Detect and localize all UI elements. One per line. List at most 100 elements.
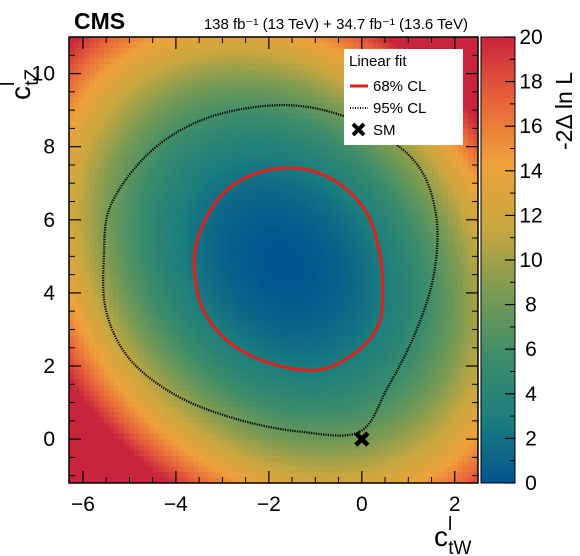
heatmap-cell — [104, 97, 110, 103]
heatmap-cell — [244, 271, 250, 277]
heatmap-cell — [94, 173, 100, 179]
heatmap-cell — [114, 434, 120, 440]
heatmap-cell — [144, 86, 150, 92]
heatmap-cell — [104, 59, 110, 65]
heatmap-cell — [109, 472, 115, 478]
heatmap-cell — [254, 271, 260, 277]
heatmap-cell — [154, 86, 160, 92]
heatmap-cell — [303, 450, 309, 456]
heatmap-cell — [343, 363, 349, 369]
heatmap-cell — [119, 407, 125, 413]
heatmap-cell — [169, 429, 175, 435]
heatmap-cell — [274, 91, 280, 97]
heatmap-cell — [74, 352, 80, 358]
heatmap-cell — [124, 108, 130, 114]
heatmap-cell — [69, 314, 75, 320]
heatmap-cell — [244, 265, 250, 271]
heatmap-cell — [348, 445, 354, 451]
heatmap-cell — [149, 48, 155, 54]
heatmap-cell — [313, 206, 319, 212]
heatmap-cell — [328, 401, 334, 407]
heatmap-cell — [293, 97, 299, 103]
heatmap-cell — [84, 102, 90, 108]
heatmap-cell — [278, 282, 284, 288]
heatmap-cell — [89, 336, 95, 342]
heatmap-cell — [348, 200, 354, 206]
heatmap-cell — [74, 439, 80, 445]
heatmap-cell — [169, 369, 175, 375]
heatmap-cell — [343, 265, 349, 271]
heatmap-cell — [308, 293, 314, 299]
heatmap-cell — [159, 331, 165, 337]
heatmap-cell — [269, 102, 275, 108]
heatmap-cell — [124, 206, 130, 212]
heatmap-cell — [244, 157, 250, 163]
heatmap-cell — [134, 396, 140, 402]
heatmap-cell — [229, 467, 235, 473]
heatmap-cell — [259, 298, 265, 304]
heatmap-cell — [164, 102, 170, 108]
heatmap-cell — [288, 423, 294, 429]
heatmap-cell — [159, 189, 165, 195]
heatmap-cell — [239, 222, 245, 228]
heatmap-cell — [288, 119, 294, 125]
heatmap-cell — [209, 450, 215, 456]
heatmap-cell — [348, 314, 354, 320]
heatmap-cell — [353, 472, 359, 478]
heatmap-cell — [278, 369, 284, 375]
heatmap-cell — [264, 347, 270, 353]
heatmap-cell — [348, 238, 354, 244]
heatmap-cell — [79, 298, 85, 304]
heatmap-cell — [343, 287, 349, 293]
heatmap-cell — [119, 418, 125, 424]
heatmap-cell — [219, 439, 225, 445]
heatmap-cell — [348, 157, 354, 163]
heatmap-cell — [244, 233, 250, 239]
heatmap-cell — [303, 385, 309, 391]
heatmap-cell — [343, 42, 349, 48]
heatmap-cell — [323, 380, 329, 386]
heatmap-cell — [119, 124, 125, 130]
heatmap-cell — [348, 401, 354, 407]
heatmap-cell — [184, 423, 190, 429]
heatmap-cell — [204, 53, 210, 59]
heatmap-cell — [189, 445, 195, 451]
heatmap-cell — [114, 91, 120, 97]
heatmap-cell — [219, 146, 225, 152]
heatmap-cell — [338, 244, 344, 250]
heatmap-cell — [343, 342, 349, 348]
heatmap-cell — [119, 168, 125, 174]
heatmap-cell — [149, 418, 155, 424]
heatmap-cell — [154, 119, 160, 125]
heatmap-cell — [214, 249, 220, 255]
heatmap-cell — [154, 434, 160, 440]
heatmap-cell — [79, 429, 85, 435]
heatmap-cell — [244, 59, 250, 65]
heatmap-cell — [333, 227, 339, 233]
heatmap-cell — [288, 467, 294, 473]
heatmap-cell — [274, 450, 280, 456]
heatmap-cell — [104, 352, 110, 358]
heatmap-cell — [318, 472, 324, 478]
heatmap-cell — [199, 396, 205, 402]
heatmap-cell — [164, 162, 170, 168]
heatmap-cell — [214, 434, 220, 440]
heatmap-cell — [199, 81, 205, 87]
heatmap-cell — [154, 249, 160, 255]
heatmap-cell — [199, 369, 205, 375]
heatmap-cell — [288, 189, 294, 195]
heatmap-cell — [199, 184, 205, 190]
heatmap-cell — [199, 75, 205, 81]
heatmap-cell — [109, 456, 115, 462]
heatmap-cell — [169, 342, 175, 348]
heatmap-cell — [224, 260, 230, 266]
heatmap-cell — [328, 146, 334, 152]
heatmap-cell — [194, 70, 200, 76]
heatmap-cell — [184, 135, 190, 141]
heatmap-cell — [358, 178, 364, 184]
heatmap-cell — [303, 358, 309, 364]
heatmap-cell — [298, 184, 304, 190]
heatmap-cell — [124, 309, 130, 315]
heatmap-cell — [328, 227, 334, 233]
heatmap-cell — [274, 222, 280, 228]
